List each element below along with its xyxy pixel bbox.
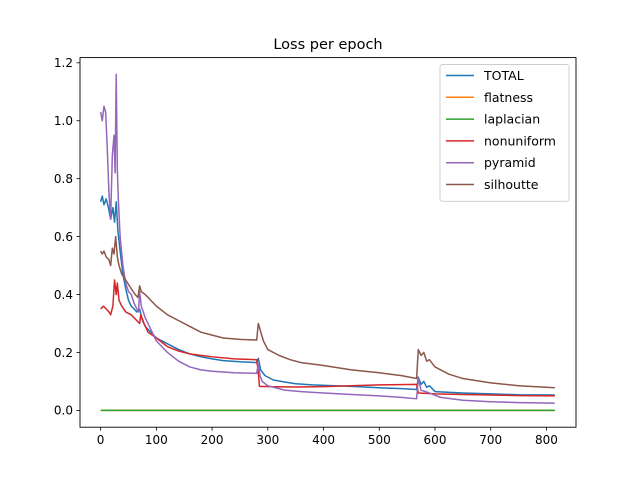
y-tick-label: 1.2 <box>54 56 73 70</box>
x-tick-label: 500 <box>368 433 391 447</box>
x-tick-label: 0 <box>97 433 105 447</box>
y-tick-label: 1.0 <box>54 114 73 128</box>
axis-ticks: 0 100 200 300 400 500 600 700 800 0.0 0.2 0.4 0.6 0.8… <box>54 56 558 447</box>
x-tick-label: 100 <box>145 433 168 447</box>
legend-label-laplacian: laplacian <box>484 112 540 127</box>
x-tick-label: 300 <box>256 433 279 447</box>
legend-box <box>439 64 570 202</box>
chart-title: Loss per epoch <box>273 37 382 53</box>
legend-label-nonuniform: nonuniform <box>484 133 556 148</box>
y-tick-label: 0.6 <box>54 230 73 244</box>
legend-label-silhoutte: silhoutte <box>484 177 539 192</box>
series-line-nonuniform <box>100 279 555 397</box>
x-tick-label: 800 <box>535 433 558 447</box>
legend-label-TOTAL: TOTAL <box>483 68 524 83</box>
legend: TOTAL flatness laplacian nonuniform pyramid s… <box>439 64 570 202</box>
x-tick-label: 700 <box>479 433 502 447</box>
y-tick-label: 0.4 <box>54 288 73 302</box>
series-line-pyramid <box>99 73 555 404</box>
x-tick-label: 200 <box>201 433 224 447</box>
y-tick-label: 0.8 <box>54 172 73 186</box>
legend-label-pyramid: pyramid <box>484 155 536 170</box>
axes-frame <box>79 57 577 428</box>
plot-area <box>99 73 555 412</box>
x-tick-label: 600 <box>424 433 447 447</box>
x-tick-label: 400 <box>312 433 335 447</box>
legend-label-flatness: flatness <box>484 90 533 105</box>
y-tick-label: 0.2 <box>54 346 73 360</box>
y-tick-label: 0.0 <box>54 404 73 418</box>
series-line-TOTAL <box>99 195 555 396</box>
series-line-silhoutte <box>99 235 555 389</box>
